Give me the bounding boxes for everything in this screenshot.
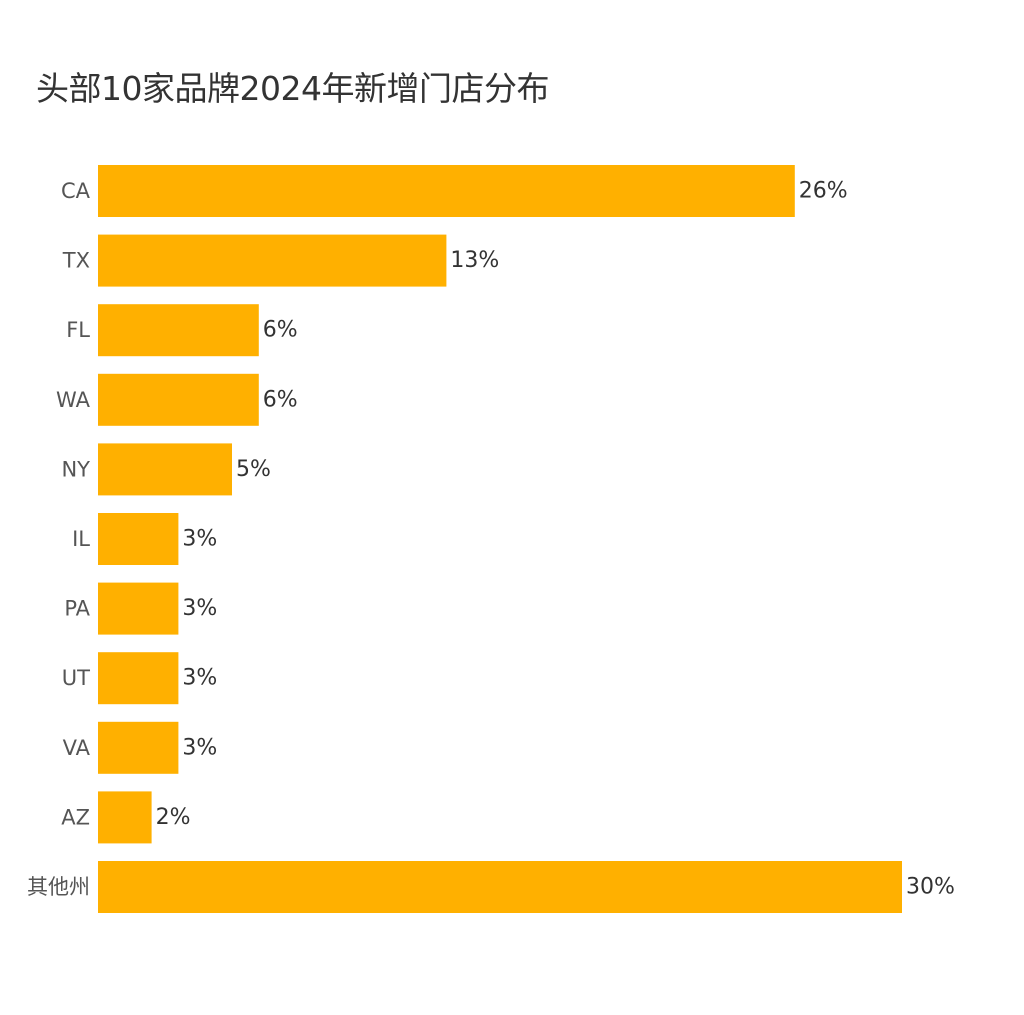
value-label-5: 3% xyxy=(182,527,217,552)
value-label-3: 6% xyxy=(263,387,298,412)
bar-0 xyxy=(98,165,795,217)
value-label-10: 30% xyxy=(906,875,955,900)
category-label-5: IL xyxy=(72,527,90,551)
value-label-2: 6% xyxy=(263,318,298,343)
value-label-0: 26% xyxy=(799,179,848,204)
value-label-9: 2% xyxy=(156,805,191,830)
bar-3 xyxy=(98,373,259,426)
bar-5 xyxy=(98,513,179,565)
bar-8 xyxy=(98,721,179,774)
category-label-3: WA xyxy=(56,388,91,412)
bar-6 xyxy=(98,582,179,635)
value-label-6: 3% xyxy=(182,596,217,621)
category-label-4: NY xyxy=(61,457,90,481)
bar-10 xyxy=(98,861,902,913)
value-label-1: 13% xyxy=(450,248,499,273)
value-label-7: 3% xyxy=(182,666,217,691)
category-label-8: VA xyxy=(63,736,91,760)
category-label-1: TX xyxy=(62,249,90,273)
bar-1 xyxy=(98,234,447,287)
category-label-7: UT xyxy=(62,666,90,690)
category-label-10: 其他州 xyxy=(27,875,90,899)
bar-2 xyxy=(98,304,259,357)
category-axis-labels: CA TX FL WA NY IL PA UT VA AZ 其他州 xyxy=(27,179,91,899)
bar-7 xyxy=(98,652,179,705)
category-label-0: CA xyxy=(61,179,91,203)
category-label-6: PA xyxy=(64,597,90,621)
bar-4 xyxy=(98,443,232,496)
bars-group xyxy=(98,165,902,913)
value-labels-group: 26% 13% 6% 6% 5% 3% 3% 3% 3% 2% 30% xyxy=(156,179,955,900)
category-label-9: AZ xyxy=(61,805,90,829)
chart-title: 头部10家品牌2024年新增门店分布 xyxy=(36,69,549,108)
value-label-8: 3% xyxy=(182,735,217,760)
bar-9 xyxy=(98,791,152,844)
category-label-2: FL xyxy=(66,318,90,342)
value-label-4: 5% xyxy=(236,457,271,482)
